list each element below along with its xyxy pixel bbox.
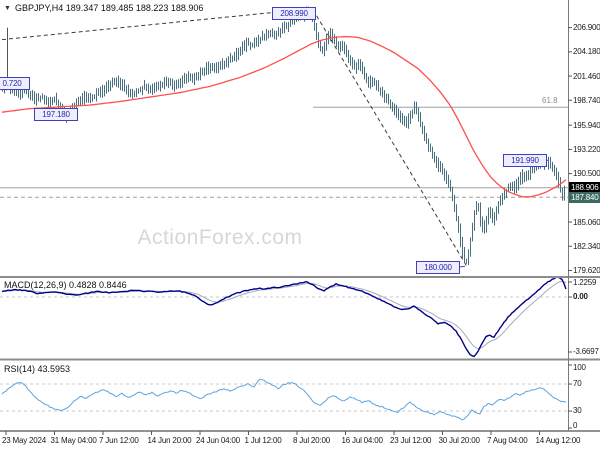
time-axis-label: 7 Aug 04:00 [487,436,528,445]
chart-header[interactable]: ▼ GBPJPY,H4 189.347 189.485 188.223 188.9… [4,3,203,13]
price-axis-label: 206.900 [573,23,600,33]
rsi-axis-label: 70 [573,379,582,389]
symbol-ohlc-label: GBPJPY,H4 189.347 189.485 188.223 188.90… [14,3,204,13]
price-axis-label: 195.940 [573,120,600,130]
price-annotation[interactable]: 208.990 [272,6,316,20]
time-axis-label: 23 May 2024 [2,436,47,445]
macd-axis-label: 1.2259 [573,277,597,287]
macd-axis-label: -3.6697 [573,347,599,356]
macd-indicator-label: MACD(12,26,9) 0.4828 0.8446 [4,280,127,290]
time-axis-label: 30 Jul 20:00 [438,436,480,445]
price-axis-label: 204.180 [573,47,600,57]
price-axis-label: 198.740 [573,95,600,105]
time-axis-label: 16 Jul 04:00 [341,436,383,445]
time-axis-label: 23 Jul 12:00 [390,436,432,445]
price-axis-label: 182.340 [573,241,600,251]
macd-axis-label: 0.00 [573,292,588,301]
fib-level-label: 61.8 [542,96,558,106]
chevron-down-icon[interactable]: ▼ [4,5,11,12]
rsi-axis-label: 30 [573,406,582,416]
rsi-axis-label: 100 [573,363,586,372]
price-annotation[interactable]: 0.720 [0,76,30,90]
time-axis-label: 14 Jun 20:00 [147,436,192,445]
price-annotation[interactable]: 197.180 [34,108,78,122]
time-axis-label: 14 Aug 12:00 [535,436,581,445]
price-axis-label: 201.460 [573,71,600,81]
price-axis-label: 179.620 [573,265,600,275]
time-axis-label: 8 Jul 20:00 [293,436,330,445]
time-axis-label: 31 May 04:00 [50,436,97,445]
price-axis-label: 190.500 [573,169,600,179]
rsi-indicator-label: RSI(14) 43.5953 [4,364,71,374]
watermark: ActionForex.com [137,226,303,249]
level-price-marker: 187.840 [569,191,600,203]
time-axis-label: 24 Jun 04:00 [196,436,240,445]
price-annotation[interactable]: 191.990 [503,154,547,168]
price-axis-label: 193.220 [573,144,600,154]
bid-price-marker: 188.906 [569,182,600,194]
price-annotation[interactable]: 180.000 [416,261,460,275]
time-axis-label: 1 Jul 12:00 [244,436,282,445]
time-axis-label: 7 Jun 12:00 [99,436,139,445]
rsi-axis-label: 0 [573,420,578,430]
price-axis-label: 185.060 [573,217,600,227]
